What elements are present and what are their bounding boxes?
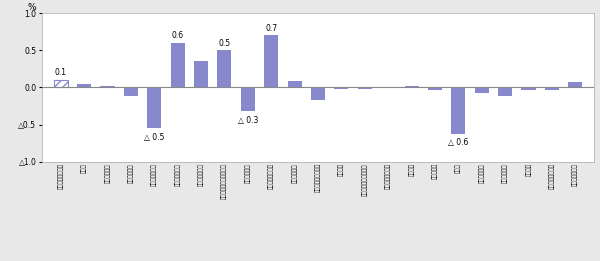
Text: %: %: [28, 3, 37, 11]
Bar: [358, 87, 372, 89]
Bar: [241, 87, 255, 111]
Bar: [264, 35, 278, 87]
Text: △ 0.3: △ 0.3: [238, 116, 258, 125]
Bar: [404, 86, 419, 87]
Bar: [100, 86, 115, 87]
Text: 0.7: 0.7: [265, 24, 277, 33]
Text: 0.5: 0.5: [218, 39, 230, 48]
Bar: [287, 81, 302, 87]
Bar: [428, 87, 442, 90]
Bar: [147, 87, 161, 128]
Bar: [170, 43, 185, 87]
Bar: [124, 87, 138, 96]
Bar: [334, 87, 349, 89]
Bar: [568, 82, 583, 87]
Bar: [77, 84, 91, 87]
Bar: [475, 87, 489, 93]
Text: △ 0.5: △ 0.5: [144, 133, 164, 142]
Text: 0.1: 0.1: [55, 68, 67, 78]
Text: 0.6: 0.6: [172, 31, 184, 40]
Bar: [194, 61, 208, 87]
Bar: [381, 87, 395, 88]
Bar: [311, 87, 325, 100]
Bar: [545, 87, 559, 90]
Bar: [53, 80, 68, 87]
Bar: [217, 50, 232, 87]
Text: △ 0.6: △ 0.6: [448, 138, 469, 147]
Bar: [521, 87, 536, 90]
Bar: [498, 87, 512, 96]
Bar: [451, 87, 466, 134]
